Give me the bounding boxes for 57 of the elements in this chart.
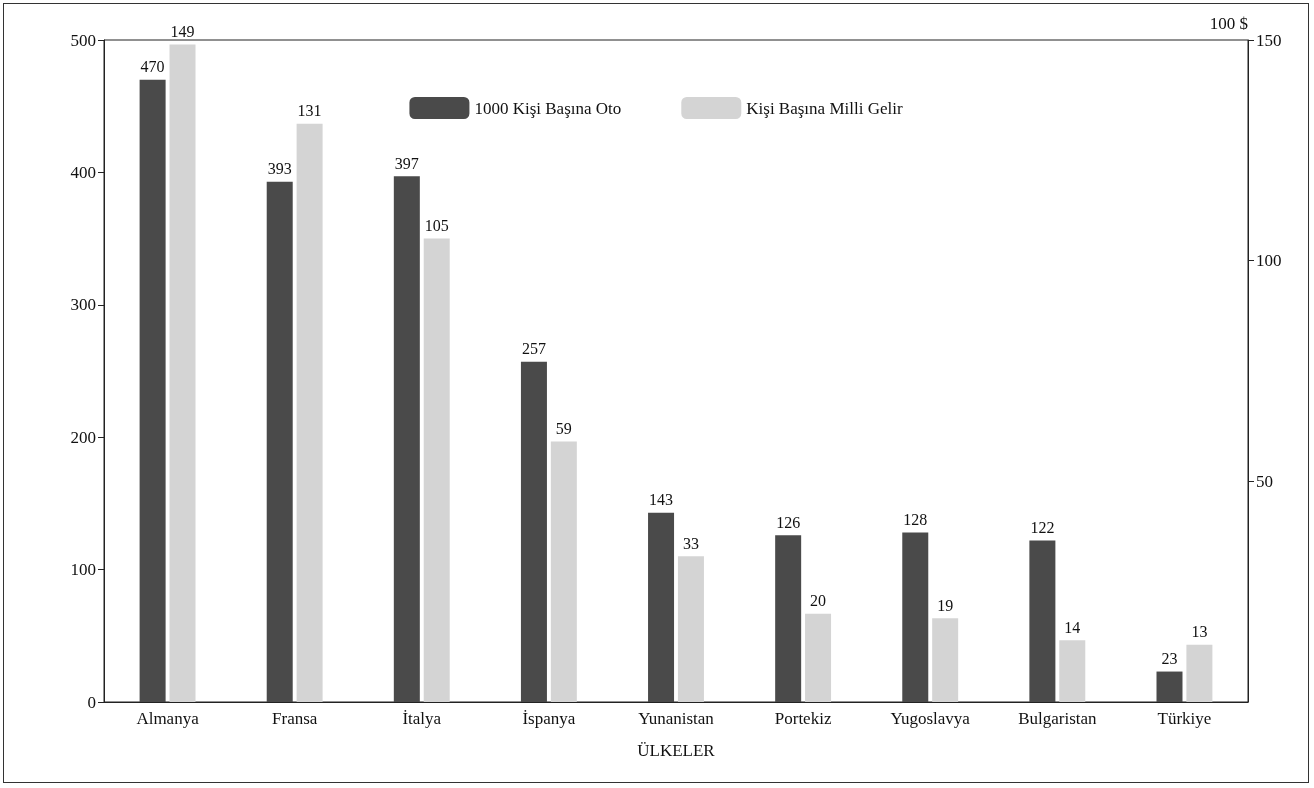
x-tick-label: Türkiye	[1157, 709, 1212, 728]
bar	[648, 512, 675, 702]
data-label: 397	[394, 154, 419, 172]
data-label: 126	[776, 513, 801, 531]
bar	[775, 535, 802, 702]
data-label: 13	[1191, 623, 1208, 641]
data-label: 131	[297, 102, 322, 120]
x-tick-label: Portekiz	[774, 709, 832, 728]
data-label: 20	[810, 592, 827, 610]
x-axis-title: ÜLKELER	[637, 741, 716, 760]
data-label: 105	[424, 217, 449, 235]
bar	[423, 238, 450, 702]
bar	[266, 181, 293, 702]
bar	[520, 361, 547, 702]
y2-tick-label: 50	[1256, 471, 1273, 491]
legend-label: 1000 Kişi Başına Oto	[474, 98, 622, 118]
bar	[805, 613, 832, 702]
data-label: 128	[903, 511, 928, 529]
y-tick-label: 0	[87, 692, 96, 712]
data-label: 19	[937, 596, 954, 614]
x-tick-label: Fransa	[272, 709, 318, 728]
bar	[1059, 640, 1086, 702]
data-label: 393	[267, 160, 292, 178]
bar	[1029, 540, 1056, 702]
x-tick-label: Yugoslavya	[890, 709, 971, 728]
bar	[932, 618, 959, 702]
data-label: 59	[555, 420, 572, 438]
x-tick-label: İtalya	[402, 709, 442, 728]
y2-tick-label: 100	[1256, 251, 1282, 271]
x-tick-label: İspanya	[522, 709, 576, 728]
data-label: 122	[1030, 518, 1055, 536]
data-label: 470	[140, 58, 165, 76]
data-label: 23	[1161, 650, 1178, 668]
bar	[139, 79, 166, 702]
data-label: 33	[682, 534, 699, 552]
x-tick-label: Almanya	[136, 709, 200, 728]
y-tick-label: 400	[70, 162, 96, 182]
data-label: 143	[649, 491, 674, 509]
data-label: 149	[170, 22, 195, 40]
bar	[902, 532, 929, 702]
bar	[169, 44, 196, 702]
y2-tick-label: 150	[1256, 30, 1282, 50]
y-tick-label: 300	[70, 295, 96, 315]
y-tick-label: 200	[70, 427, 96, 447]
bar	[550, 441, 577, 702]
y-tick-label: 100	[70, 560, 96, 580]
data-label: 14	[1064, 618, 1081, 636]
bar	[296, 123, 323, 702]
data-label: 257	[521, 340, 546, 358]
bar	[1186, 644, 1213, 702]
bar	[393, 176, 420, 702]
x-tick-label: Yunanistan	[638, 709, 715, 728]
x-tick-label: Bulgaristan	[1018, 709, 1098, 728]
bar	[1156, 671, 1183, 702]
y2-axis-title: 100 $	[1209, 14, 1248, 33]
y-tick-label: 500	[70, 30, 96, 50]
legend-label: Kişi Başına Milli Gelir	[746, 98, 903, 118]
